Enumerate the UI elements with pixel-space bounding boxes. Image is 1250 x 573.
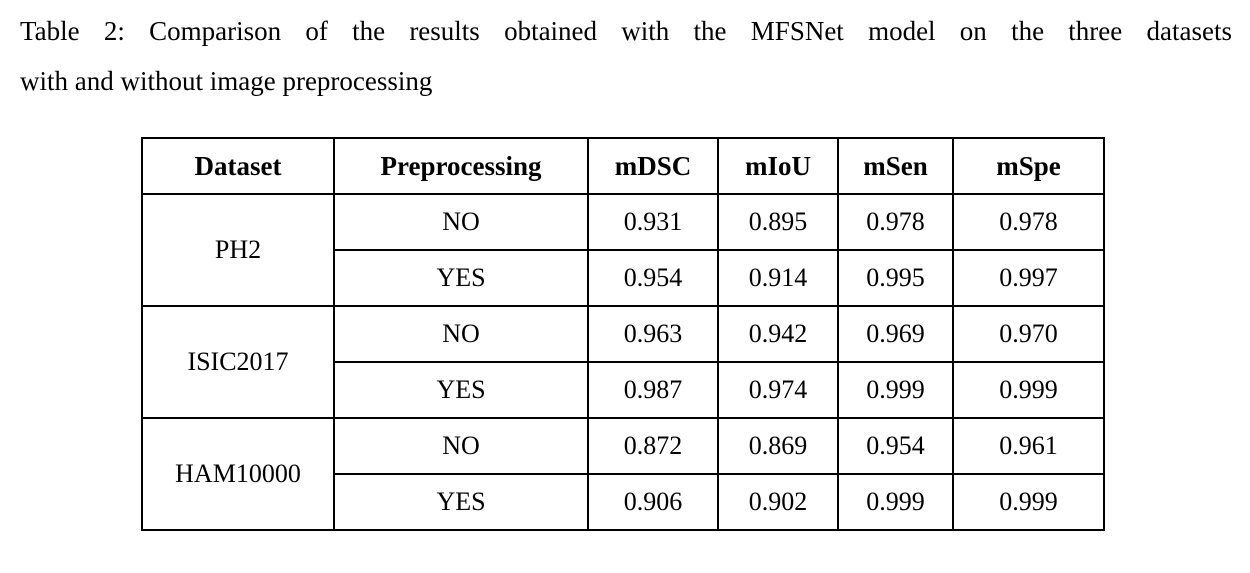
metric-cell: 0.970 [952, 305, 1105, 363]
metric-cell: 0.954 [837, 417, 954, 475]
metric-cell: 0.999 [837, 473, 954, 531]
metric-cell: 0.954 [587, 249, 719, 307]
metric-cell: 0.895 [717, 193, 839, 251]
metric-cell: 0.969 [837, 305, 954, 363]
metric-cell: 0.902 [717, 473, 839, 531]
preprocessing-cell: NO [333, 305, 589, 363]
header-mspe: mSpe [952, 137, 1105, 195]
metric-cell: 0.906 [587, 473, 719, 531]
dataset-cell: ISIC2017 [141, 305, 335, 419]
table-row: HAM10000 NO 0.872 0.869 0.954 0.961 [141, 417, 1105, 531]
metric-cell: 0.872 [587, 417, 719, 475]
preprocessing-cell: YES [333, 473, 589, 531]
metric-cell: 0.999 [952, 361, 1105, 419]
table-row: YES 0.954 0.914 0.995 0.997 [142, 249, 1105, 307]
table-row: PH2 NO 0.931 0.895 0.978 0.978 [141, 193, 1105, 307]
preprocessing-cell: YES [333, 361, 589, 419]
header-row: Dataset Preprocessing mDSC mIoU mSen mSp… [141, 137, 1105, 195]
metric-cell: 0.974 [717, 361, 839, 419]
preprocessing-cell: NO [333, 417, 589, 475]
table-caption-line2: with and without image preprocessing [20, 66, 433, 96]
header-dataset: Dataset [141, 137, 335, 195]
header-mdsc: mDSC [587, 137, 719, 195]
table-row: YES 0.987 0.974 0.999 0.999 [142, 361, 1105, 419]
metric-cell: 0.999 [952, 473, 1105, 531]
metric-cell: 0.942 [717, 305, 839, 363]
header-miou: mIoU [717, 137, 839, 195]
header-msen: mSen [837, 137, 954, 195]
metric-cell: 0.987 [587, 361, 719, 419]
table-row: YES 0.906 0.902 0.999 0.999 [142, 473, 1105, 531]
preprocessing-cell: NO [333, 193, 589, 251]
preprocessing-cell: YES [333, 249, 589, 307]
metric-cell: 0.978 [837, 193, 954, 251]
table-caption: Table 2: Comparison of the results obtai… [20, 6, 1232, 106]
metric-cell: 0.931 [587, 193, 719, 251]
dataset-cell: HAM10000 [141, 417, 335, 531]
metric-cell: 0.978 [952, 193, 1105, 251]
table-caption-line1: Table 2: Comparison of the results obtai… [20, 16, 1232, 46]
dataset-cell: PH2 [141, 193, 335, 307]
metric-cell: 0.963 [587, 305, 719, 363]
metric-cell: 0.995 [837, 249, 954, 307]
table-row: ISIC2017 NO 0.963 0.942 0.969 0.970 [141, 305, 1105, 419]
results-table: Dataset Preprocessing mDSC mIoU mSen mSp… [141, 137, 1105, 531]
header-preprocessing: Preprocessing [333, 137, 589, 195]
metric-cell: 0.914 [717, 249, 839, 307]
metric-cell: 0.961 [952, 417, 1105, 475]
metric-cell: 0.997 [952, 249, 1105, 307]
metric-cell: 0.999 [837, 361, 954, 419]
metric-cell: 0.869 [717, 417, 839, 475]
